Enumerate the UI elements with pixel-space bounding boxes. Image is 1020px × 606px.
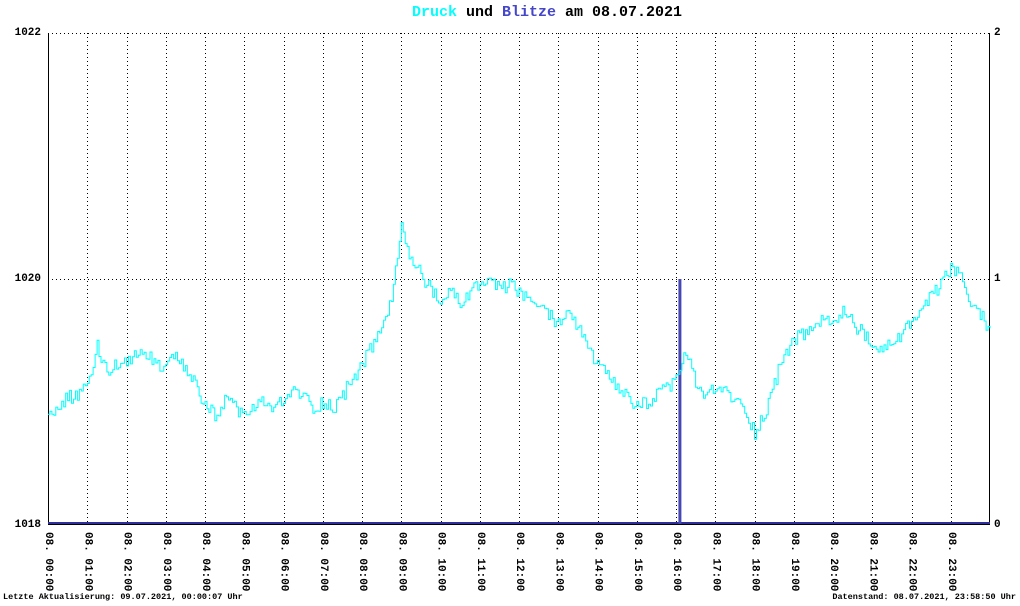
x-axis-labels: 08. 00:00 08. 01:00 08. 02:00 08. 03:00 08. … bbox=[42, 531, 990, 603]
title-series-blitze: Blitze bbox=[501, 4, 556, 21]
y-left-tick-label: 1018 bbox=[14, 519, 41, 531]
title-series-druck: Druck bbox=[411, 4, 457, 21]
x-axis-tick-label: 08. 16:00 bbox=[670, 532, 682, 592]
x-axis-tick-label: 08. 01:00 bbox=[81, 532, 94, 592]
y-right-tick-label: 2 bbox=[994, 27, 1001, 39]
x-axis-tick-label: 08. 23:00 bbox=[944, 532, 957, 592]
x-axis-tick-label: 08. 09:00 bbox=[395, 532, 408, 592]
x-axis-tick-label: 08. 22:00 bbox=[905, 532, 918, 592]
y-right-tick-label: 0 bbox=[994, 519, 1001, 531]
x-axis-tick-label: 08. 06:00 bbox=[277, 532, 290, 592]
x-axis-tick-label: 08. 14:00 bbox=[591, 532, 604, 592]
x-axis-tick-label: 08. 18:00 bbox=[748, 532, 761, 592]
y-left-tick-label: 1022 bbox=[14, 27, 41, 39]
x-axis-tick-label: 08. 19:00 bbox=[787, 532, 800, 592]
data-state-text: Datenstand: 08.07.2021, 23:58:50 Uhr bbox=[832, 592, 1016, 602]
plot-area bbox=[48, 33, 991, 525]
plot-svg bbox=[48, 33, 991, 525]
last-update-text: Letzte Aktualisierung: 09.07.2021, 00:00… bbox=[3, 592, 243, 602]
x-axis-tick-label: 08. 15:00 bbox=[630, 532, 643, 592]
y-axis-right: 2 1 0 bbox=[994, 27, 1020, 531]
x-axis-tick-label: 08. 21:00 bbox=[866, 532, 879, 592]
x-axis-tick-label: 08. 03:00 bbox=[159, 532, 172, 592]
x-axis-tick-label: 08. 10:00 bbox=[434, 532, 447, 592]
title-connector: und bbox=[456, 4, 502, 21]
x-axis-tick-label: 08. 00:00 bbox=[42, 532, 54, 592]
y-right-tick-label: 1 bbox=[994, 273, 1001, 285]
y-axis-left: 1022 1020 1018 bbox=[0, 27, 44, 531]
x-axis-tick-label: 08. 07:00 bbox=[316, 532, 329, 592]
x-axis-tick-label: 08. 05:00 bbox=[238, 532, 251, 592]
chart-title: Druck und Blitze am 08.07.2021 bbox=[48, 4, 990, 21]
x-axis-tick-label: 08. 20:00 bbox=[827, 532, 839, 592]
pressure-line bbox=[48, 222, 991, 440]
y-left-tick-label: 1020 bbox=[14, 273, 41, 285]
x-axis-tick-label: 08. 11:00 bbox=[473, 532, 486, 592]
x-axis-tick-label: 08. 12:00 bbox=[513, 532, 525, 592]
x-axis-tick-label: 08. 02:00 bbox=[120, 532, 133, 592]
x-axis-tick-label: 08. 04:00 bbox=[199, 532, 211, 592]
x-axis-tick-label: 08. 17:00 bbox=[709, 532, 722, 592]
x-axis-tick-label: 08. 13:00 bbox=[552, 532, 565, 592]
title-date: am 08.07.2021 bbox=[556, 4, 683, 21]
x-axis-tick-label: 08. 08:00 bbox=[356, 532, 368, 592]
